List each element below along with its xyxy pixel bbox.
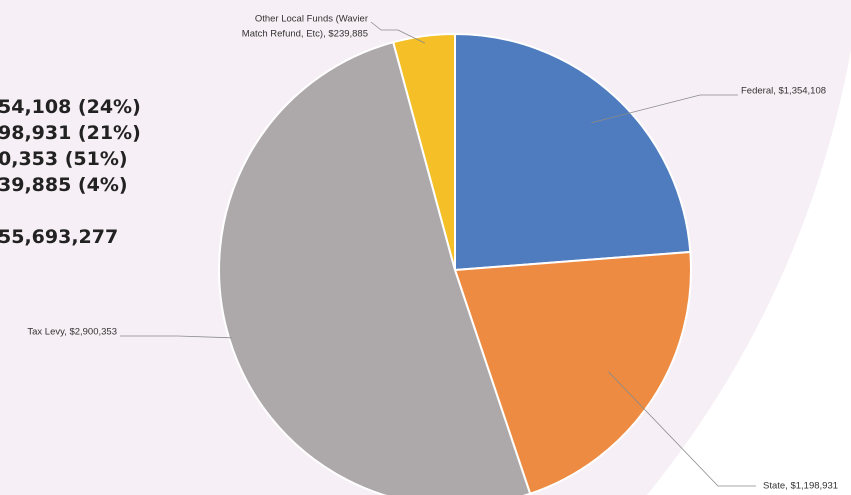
slice-state bbox=[453, 250, 692, 495]
slice-other-local-funds-wavier-match-refund-etc bbox=[392, 32, 456, 271]
summary-panel: 54,108 (24%) 98,931 (21%) 0,353 (51%) 39… bbox=[0, 94, 141, 250]
summary-line-state: 98,931 (21%) bbox=[0, 122, 141, 144]
summary-total: 55,693,277 bbox=[0, 226, 119, 248]
data-label-federal: Federal, $1,354,108 bbox=[741, 86, 826, 97]
leader-lines bbox=[120, 21, 756, 487]
leader-line-tax-levy bbox=[120, 335, 232, 339]
slice-tax-levy bbox=[218, 40, 532, 495]
summary-line-federal: 54,108 (24%) bbox=[0, 96, 141, 118]
leader-line-federal bbox=[591, 94, 738, 124]
data-label-state: State, $1,198,931 bbox=[763, 481, 838, 492]
data-label-tax-levy: Tax Levy, $2,900,353 bbox=[27, 327, 117, 338]
slice-federal bbox=[454, 32, 692, 272]
summary-line-other-local: 39,885 (4%) bbox=[0, 174, 128, 196]
data-label-other-local-funds-wavier-match-refund-etc-1: Other Local Funds (Wavier bbox=[255, 14, 368, 25]
slice-labels: Federal, $1,354,108 State, $1,198,931 Tax … bbox=[27, 14, 838, 492]
leader-line-other-local-funds-wavier-match-refund-etc bbox=[370, 21, 425, 44]
summary-line-tax-levy: 0,353 (51%) bbox=[0, 148, 128, 170]
data-label-other-local-funds-wavier-match-refund-etc-2: Match Refund, Etc), $239,885 bbox=[242, 29, 368, 40]
leader-line-state bbox=[608, 371, 756, 487]
pie-slices bbox=[218, 32, 692, 495]
